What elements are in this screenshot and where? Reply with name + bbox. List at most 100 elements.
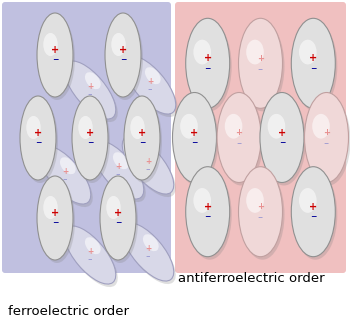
Ellipse shape <box>312 114 330 139</box>
Text: +: + <box>51 45 59 55</box>
Ellipse shape <box>85 237 101 254</box>
Text: +: + <box>119 45 127 55</box>
Ellipse shape <box>107 16 143 100</box>
Ellipse shape <box>304 92 349 183</box>
Text: −: − <box>88 91 92 97</box>
Text: −: − <box>146 166 150 172</box>
Ellipse shape <box>124 56 176 114</box>
Text: −: − <box>88 257 92 261</box>
Ellipse shape <box>291 167 335 257</box>
Ellipse shape <box>307 96 350 185</box>
Ellipse shape <box>111 33 126 56</box>
Ellipse shape <box>268 114 285 139</box>
Ellipse shape <box>100 176 136 260</box>
Ellipse shape <box>64 61 116 119</box>
FancyBboxPatch shape <box>2 2 171 273</box>
Text: −: − <box>63 176 67 182</box>
Text: ferroelectric order: ferroelectric order <box>8 305 129 318</box>
Text: −: − <box>258 66 263 71</box>
Ellipse shape <box>39 16 75 100</box>
Text: +: + <box>34 128 42 138</box>
Ellipse shape <box>41 149 93 207</box>
Text: −: − <box>116 172 120 176</box>
Ellipse shape <box>85 72 101 89</box>
Ellipse shape <box>238 167 282 257</box>
Ellipse shape <box>124 96 160 180</box>
Text: +: + <box>204 202 212 212</box>
Text: −: − <box>204 212 211 221</box>
Ellipse shape <box>219 96 263 185</box>
Text: −: − <box>279 138 285 147</box>
Text: −: − <box>120 55 126 64</box>
Ellipse shape <box>113 152 129 169</box>
Ellipse shape <box>22 99 58 183</box>
Ellipse shape <box>78 116 93 139</box>
Ellipse shape <box>188 170 232 260</box>
Ellipse shape <box>180 114 198 139</box>
Ellipse shape <box>64 226 116 284</box>
Text: +: + <box>114 208 122 218</box>
Text: −: − <box>204 64 211 73</box>
FancyBboxPatch shape <box>175 2 346 273</box>
Ellipse shape <box>186 18 230 108</box>
Ellipse shape <box>74 99 110 183</box>
Text: −: − <box>115 219 121 228</box>
Text: −: − <box>52 219 58 228</box>
Text: −: − <box>237 140 242 145</box>
Text: +: + <box>147 77 153 86</box>
Text: −: − <box>191 138 198 147</box>
Ellipse shape <box>175 96 218 185</box>
Ellipse shape <box>122 223 174 281</box>
Ellipse shape <box>130 116 145 139</box>
Text: +: + <box>138 128 146 138</box>
Ellipse shape <box>299 40 317 64</box>
Text: +: + <box>51 208 59 218</box>
Text: +: + <box>278 128 286 137</box>
Ellipse shape <box>106 196 121 219</box>
Ellipse shape <box>291 18 335 108</box>
Ellipse shape <box>240 170 285 260</box>
Text: +: + <box>204 53 212 63</box>
Ellipse shape <box>126 99 162 183</box>
Ellipse shape <box>293 21 337 111</box>
Text: −: − <box>87 138 93 147</box>
Ellipse shape <box>143 234 159 251</box>
Ellipse shape <box>66 64 118 122</box>
Ellipse shape <box>145 67 161 84</box>
Ellipse shape <box>43 33 58 56</box>
Ellipse shape <box>72 96 108 180</box>
Ellipse shape <box>102 179 138 263</box>
Ellipse shape <box>188 21 232 111</box>
Text: +: + <box>236 128 243 137</box>
Text: +: + <box>145 156 151 166</box>
Ellipse shape <box>240 21 285 111</box>
Ellipse shape <box>94 144 146 202</box>
Ellipse shape <box>105 13 141 97</box>
Text: +: + <box>309 53 317 63</box>
Text: −: − <box>139 138 145 147</box>
Ellipse shape <box>260 92 304 183</box>
Ellipse shape <box>126 59 178 117</box>
Ellipse shape <box>194 188 211 213</box>
Ellipse shape <box>217 92 261 183</box>
Text: −: − <box>52 55 58 64</box>
Text: −: − <box>310 212 316 221</box>
Ellipse shape <box>299 188 317 213</box>
Text: antiferroelectric order: antiferroelectric order <box>178 272 325 285</box>
Text: −: − <box>146 253 150 259</box>
Text: −: − <box>148 87 152 91</box>
Ellipse shape <box>246 40 264 64</box>
Text: +: + <box>115 162 121 171</box>
Ellipse shape <box>293 170 337 260</box>
Text: +: + <box>86 128 94 138</box>
Ellipse shape <box>66 229 118 287</box>
Text: −: − <box>35 138 41 147</box>
Ellipse shape <box>225 114 242 139</box>
Text: +: + <box>309 202 317 212</box>
Ellipse shape <box>173 92 217 183</box>
Ellipse shape <box>39 179 75 263</box>
Text: −: − <box>258 214 263 219</box>
Text: −: − <box>310 64 316 73</box>
Ellipse shape <box>186 167 230 257</box>
Text: +: + <box>323 128 330 137</box>
